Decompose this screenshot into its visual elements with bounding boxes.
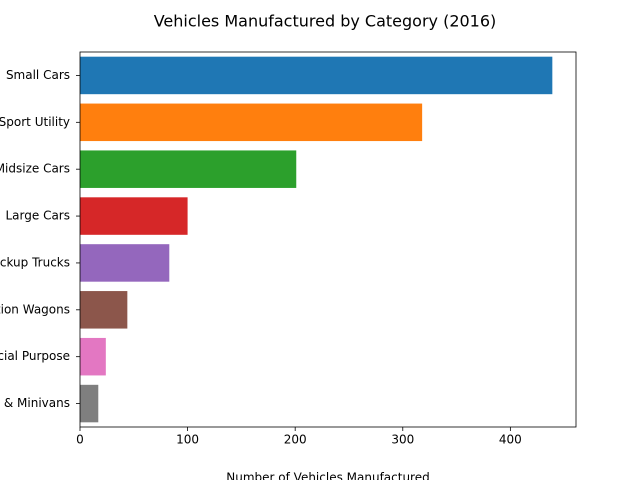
bar — [80, 337, 106, 376]
x-tick-label: 200 — [284, 433, 307, 447]
x-tick-label: 0 — [76, 433, 84, 447]
y-tick-label: Large Cars — [6, 209, 71, 223]
bar — [80, 56, 553, 95]
bar — [80, 197, 188, 235]
y-tick-label: Midsize Cars — [0, 162, 70, 176]
y-tick-label: Special Purpose — [0, 349, 70, 363]
y-tick-label: Sport Utility — [0, 115, 70, 129]
x-tick-label: 300 — [391, 433, 414, 447]
bar — [80, 384, 99, 423]
bar — [80, 103, 423, 142]
y-tick-label: Vans & Minivans — [0, 396, 70, 410]
y-tick-label: Station Wagons — [0, 302, 70, 316]
y-tick-label: Small Cars — [6, 68, 70, 82]
y-tick-label: Pickup Trucks — [0, 255, 70, 269]
x-axis-label: Number of Vehicles Manufactured — [226, 471, 429, 480]
axes-frame — [79, 51, 577, 428]
bar — [80, 150, 297, 188]
bar — [80, 291, 128, 329]
chart-title: Vehicles Manufactured by Category (2016) — [154, 12, 497, 31]
bar — [80, 244, 170, 282]
x-tick-label: 400 — [499, 433, 522, 447]
x-tick-label: 100 — [176, 433, 199, 447]
